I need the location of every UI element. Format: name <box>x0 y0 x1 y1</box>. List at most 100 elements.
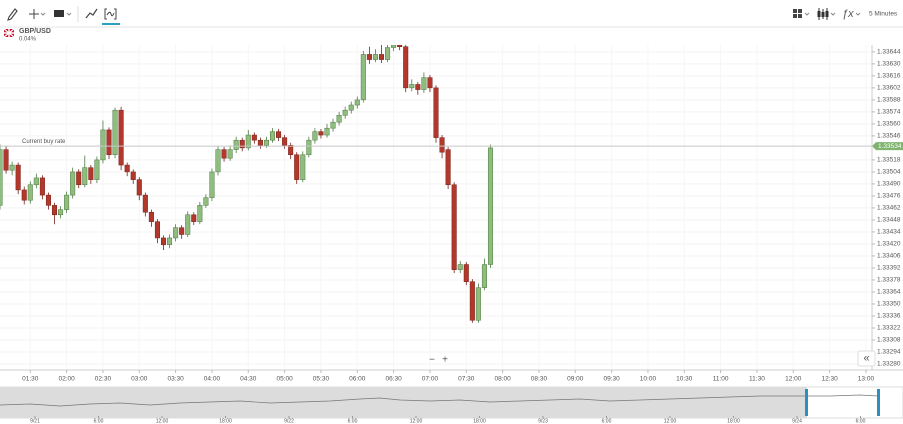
collapse-button[interactable] <box>857 350 876 367</box>
candle-body <box>64 194 70 210</box>
candle-body <box>451 184 457 270</box>
current-price-caption: Current buy rate <box>22 139 66 145</box>
nav-label: 12:00 <box>410 418 423 424</box>
x-tick-label: 05:00 <box>276 376 293 383</box>
candle-body <box>469 281 475 321</box>
candle-body <box>45 194 51 206</box>
layout-tool[interactable] <box>798 14 802 18</box>
candle-body <box>233 139 239 150</box>
crosshair-tool[interactable] <box>29 9 39 19</box>
chart-type[interactable] <box>825 11 829 17</box>
candle-body <box>318 131 324 136</box>
candle-body <box>378 54 385 60</box>
candle-body <box>276 131 282 138</box>
x-tick-label: 03:30 <box>167 376 184 383</box>
interval[interactable]: 5 Minutes <box>869 11 898 18</box>
candle-body <box>27 184 33 201</box>
candle-body <box>124 164 130 173</box>
range-handle[interactable] <box>877 389 880 416</box>
candle-body <box>336 115 342 123</box>
zoom-out[interactable]: − <box>429 355 435 366</box>
candle-body <box>251 134 257 141</box>
draw-tool[interactable] <box>7 8 18 21</box>
candle-body <box>457 264 463 270</box>
candle-body <box>415 84 421 90</box>
x-tick-label: 04:00 <box>204 376 221 383</box>
candle-body <box>21 189 27 201</box>
y-tick-label: 1.33462 <box>877 205 901 212</box>
candle-body <box>136 179 142 196</box>
x-tick-label: 04:30 <box>240 376 257 383</box>
candle-body <box>245 134 251 149</box>
nav-label: 12:00 <box>664 418 677 424</box>
candle-body <box>191 214 197 222</box>
y-tick-label: 1.33518 <box>877 157 901 164</box>
trend-tool[interactable] <box>85 8 98 19</box>
current-price-tag <box>872 142 903 151</box>
function-icon[interactable]: ƒx <box>842 8 854 20</box>
candle-body <box>385 47 391 60</box>
y-tick-label: 1.33476 <box>877 193 901 200</box>
candle-body <box>306 139 312 156</box>
nav-label: 6:00 <box>856 418 866 424</box>
annotation-tool[interactable] <box>54 10 64 17</box>
candle-body <box>33 177 39 186</box>
y-tick-label: 1.33420 <box>877 241 901 248</box>
candle-body <box>397 45 403 47</box>
candle-body <box>39 177 45 196</box>
nav-label: 9/23 <box>538 418 548 424</box>
y-tick-label: 1.33574 <box>877 109 901 116</box>
candle-body <box>439 137 445 153</box>
candle-body <box>433 87 439 138</box>
y-tick-label: 1.33644 <box>877 49 901 56</box>
candle-body <box>15 164 21 191</box>
candle-body <box>300 154 306 180</box>
indicator-tool[interactable] <box>104 8 117 20</box>
axis-edge <box>880 374 903 386</box>
symbol: GBP/USD <box>19 28 51 35</box>
x-tick-label: 07:00 <box>422 376 439 383</box>
candle-body <box>209 171 215 198</box>
y-tick-label: 1.33322 <box>877 325 901 332</box>
x-tick-label: 12:30 <box>821 376 838 383</box>
candle-body <box>409 84 415 89</box>
current-price-value: 1.33534 <box>878 143 902 150</box>
candle-body <box>58 209 64 216</box>
candle-body <box>94 159 100 180</box>
y-tick-label: 1.33504 <box>877 169 901 176</box>
candle-body <box>391 45 397 48</box>
candle-body <box>312 131 318 141</box>
candle-body <box>82 167 88 186</box>
y-tick-label: 1.33308 <box>877 337 901 344</box>
candle-body <box>154 221 160 239</box>
x-tick-label: 09:30 <box>603 376 620 383</box>
candle-body <box>324 127 330 136</box>
collapse[interactable]: « <box>863 352 869 364</box>
nav-label: 6:00 <box>348 418 358 424</box>
candle-body <box>481 264 487 288</box>
candle-body <box>0 149 3 206</box>
nav-label: 18:00 <box>473 418 486 424</box>
y-tick-label: 1.33560 <box>877 121 901 128</box>
nav-label: 12:00 <box>156 418 169 424</box>
candle-body <box>403 46 409 89</box>
x-tick-label: 10:30 <box>676 376 693 383</box>
nav-label: 6:00 <box>602 418 612 424</box>
nav-label: 18:00 <box>727 418 740 424</box>
toolbar: ƒx 5 Minutes <box>0 0 903 28</box>
range-handle[interactable] <box>805 389 808 416</box>
instrument-header: GBP/USD 0.04% <box>3 28 51 43</box>
zoom-in[interactable]: + <box>442 355 448 366</box>
change: 0.04% <box>19 37 37 43</box>
dropdown[interactable] <box>40 12 46 16</box>
candle-body <box>366 54 372 60</box>
nav-label: 9/24 <box>792 418 802 424</box>
y-tick-label: 1.33630 <box>877 61 901 68</box>
y-tick-label: 1.33280 <box>877 361 901 368</box>
candle-body <box>445 149 451 186</box>
x-tick-label: 08:00 <box>494 376 511 383</box>
candle-body <box>463 264 469 282</box>
y-tick-label: 1.33406 <box>877 253 901 260</box>
nav-label: 6:00 <box>94 418 104 424</box>
